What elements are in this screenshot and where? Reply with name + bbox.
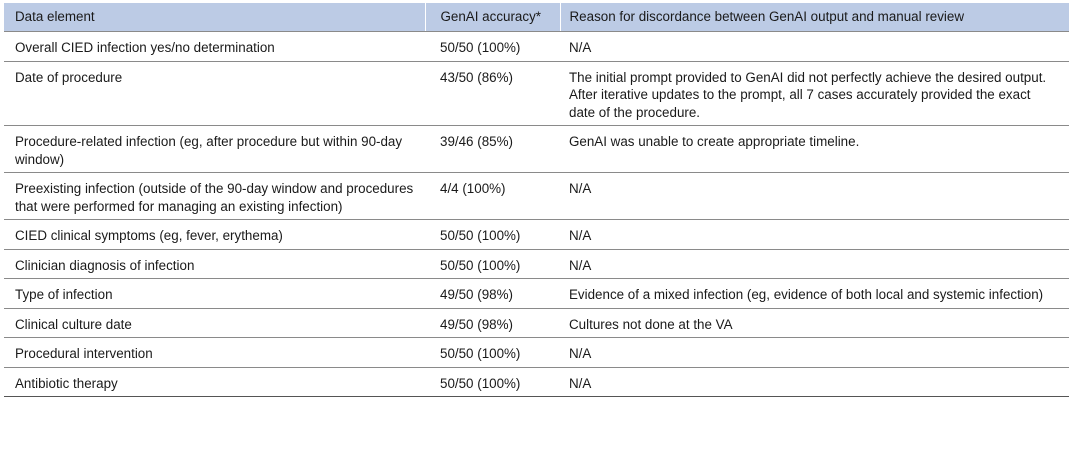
cell-accuracy: 49/50 (98%): [425, 278, 560, 309]
cell-accuracy: 50/50 (100%): [425, 249, 560, 279]
cell-accuracy: 50/50 (100%): [425, 367, 560, 397]
cell-reason: Evidence of a mixed infection (eg, evide…: [560, 278, 1069, 309]
cell-accuracy: 43/50 (86%): [425, 61, 560, 126]
header-row: Data element GenAI accuracy* Reason for …: [4, 3, 1069, 32]
cell-data-element: Antibiotic therapy: [4, 367, 425, 397]
table-row: Clinical culture date 49/50 (98%) Cultur…: [4, 308, 1069, 338]
table-row: Preexisting infection (outside of the 90…: [4, 172, 1069, 220]
table-row: Procedural intervention 50/50 (100%) N/A: [4, 337, 1069, 368]
cell-accuracy: 50/50 (100%): [425, 31, 560, 62]
cell-reason: N/A: [560, 219, 1069, 250]
cell-accuracy: 4/4 (100%): [425, 172, 560, 220]
cell-data-element: Preexisting infection (outside of the 90…: [4, 172, 425, 220]
table-row: Date of procedure 43/50 (86%) The initia…: [4, 61, 1069, 126]
cell-reason: N/A: [560, 31, 1069, 62]
cell-data-element: Type of infection: [4, 278, 425, 309]
cell-accuracy: 49/50 (98%): [425, 308, 560, 338]
table-row: Procedure-related infection (eg, after p…: [4, 125, 1069, 173]
table-row: CIED clinical symptoms (eg, fever, eryth…: [4, 219, 1069, 250]
header-genai-accuracy: GenAI accuracy*: [424, 3, 560, 32]
table-row: Type of infection 49/50 (98%) Evidence o…: [4, 278, 1069, 309]
table-header: Data element GenAI accuracy* Reason for …: [4, 3, 1069, 32]
accuracy-table: Data element GenAI accuracy* Reason for …: [4, 3, 1069, 397]
cell-reason: N/A: [560, 367, 1069, 397]
header-discordance-reason: Reason for discordance between GenAI out…: [559, 3, 1069, 32]
cell-reason: N/A: [560, 337, 1069, 368]
table-row: Overall CIED infection yes/no determinat…: [4, 31, 1069, 62]
table-row: Clinician diagnosis of infection 50/50 (…: [4, 249, 1069, 279]
cell-data-element: Clinician diagnosis of infection: [4, 249, 425, 279]
cell-reason: N/A: [560, 172, 1069, 220]
cell-accuracy: 50/50 (100%): [425, 337, 560, 368]
table-body: Overall CIED infection yes/no determinat…: [4, 31, 1069, 397]
cell-reason: Cultures not done at the VA: [560, 308, 1069, 338]
cell-data-element: Date of procedure: [4, 61, 425, 126]
header-data-element: Data element: [4, 3, 425, 32]
cell-data-element: Clinical culture date: [4, 308, 425, 338]
table-row: Antibiotic therapy 50/50 (100%) N/A: [4, 367, 1069, 397]
cell-accuracy: 50/50 (100%): [425, 219, 560, 250]
accuracy-table-container: Data element GenAI accuracy* Reason for …: [4, 3, 1069, 397]
cell-accuracy: 39/46 (85%): [425, 125, 560, 173]
cell-data-element: Overall CIED infection yes/no determinat…: [4, 31, 425, 62]
cell-reason: N/A: [560, 249, 1069, 279]
cell-data-element: CIED clinical symptoms (eg, fever, eryth…: [4, 219, 425, 250]
cell-reason: The initial prompt provided to GenAI did…: [560, 61, 1069, 126]
cell-reason: GenAI was unable to create appropriate t…: [560, 125, 1069, 173]
cell-data-element: Procedure-related infection (eg, after p…: [4, 125, 425, 173]
cell-data-element: Procedural intervention: [4, 337, 425, 368]
